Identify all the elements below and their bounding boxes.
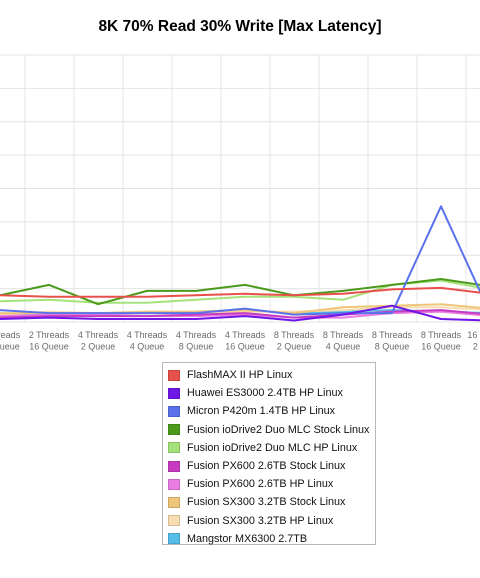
chart-legend: FlashMAX II HP Linux Huawei ES3000 2.4TB … — [162, 362, 376, 545]
legend-swatch — [168, 387, 180, 399]
legend-swatch — [168, 460, 180, 472]
chart-title: 8K 70% Read 30% Write [Max Latency] — [98, 18, 382, 35]
series-line — [0, 286, 480, 298]
legend-item: FlashMAX II HP Linux — [168, 366, 375, 384]
series-line — [0, 310, 480, 319]
x-tick-label: 8 Threads 2 Queue — [274, 330, 315, 352]
legend-item: Fusion ioDrive2 Duo MLC HP Linux — [168, 439, 375, 457]
legend-swatch — [168, 424, 180, 436]
legend-item: Fusion SX300 3.2TB Stock Linux — [168, 493, 375, 511]
series-line — [0, 304, 480, 322]
legend-label: Fusion ioDrive2 Duo MLC Stock Linux — [187, 423, 370, 436]
legend-item: Mangstor MX6300 2.7TB — [168, 530, 375, 548]
legend-item: Micron P420m 1.4TB HP Linux — [168, 402, 375, 420]
x-tick-label: 8 Threads 4 Queue — [323, 330, 364, 352]
legend-label: Micron P420m 1.4TB HP Linux — [187, 405, 336, 418]
legend-label: Fusion PX600 2.6TB Stock Linux — [187, 460, 346, 473]
legend-label: Fusion ioDrive2 Duo MLC HP Linux — [187, 441, 358, 454]
legend-swatch — [168, 478, 180, 490]
legend-item: Fusion PX600 2.6TB HP Linux — [168, 475, 375, 493]
x-tick-label: 4 Threads 8 Queue — [176, 330, 217, 352]
legend-item: Fusion ioDrive2 Duo MLC Stock Linux — [168, 421, 375, 439]
legend-swatch — [168, 496, 180, 508]
legend-label: FlashMAX II HP Linux — [187, 369, 293, 382]
x-tick-label: 4 Threads 16 Queue — [225, 330, 266, 352]
legend-swatch — [168, 442, 180, 454]
legend-swatch — [168, 405, 180, 417]
legend-swatch — [168, 533, 180, 545]
legend-item: Huawei ES3000 2.4TB HP Linux — [168, 384, 375, 402]
legend-swatch — [168, 369, 180, 381]
x-tick-label: 4 Threads 4 Queue — [127, 330, 168, 352]
x-tick-label: 8 Threads 16 Queue — [421, 330, 462, 352]
x-tick-label: 8 Threads 8 Queue — [372, 330, 413, 352]
legend-item: Fusion PX600 2.6TB Stock Linux — [168, 457, 375, 475]
series-lines — [0, 205, 480, 322]
legend-swatch — [168, 515, 180, 527]
legend-label: Mangstor MX6300 2.7TB — [187, 532, 308, 545]
legend-label: Huawei ES3000 2.4TB HP Linux — [187, 387, 343, 400]
legend-label: Fusion PX600 2.6TB HP Linux — [187, 478, 334, 491]
legend-item: Fusion SX300 3.2TB HP Linux — [168, 512, 375, 530]
x-tick-label: 4 Threads 2 Queue — [78, 330, 119, 352]
grid-lines — [0, 54, 480, 323]
series-line — [0, 205, 480, 316]
legend-label: Fusion SX300 3.2TB Stock Linux — [187, 496, 346, 509]
x-tick-label: 2 Threads 16 Queue — [29, 330, 70, 352]
legend-label: Fusion SX300 3.2TB HP Linux — [187, 514, 334, 527]
